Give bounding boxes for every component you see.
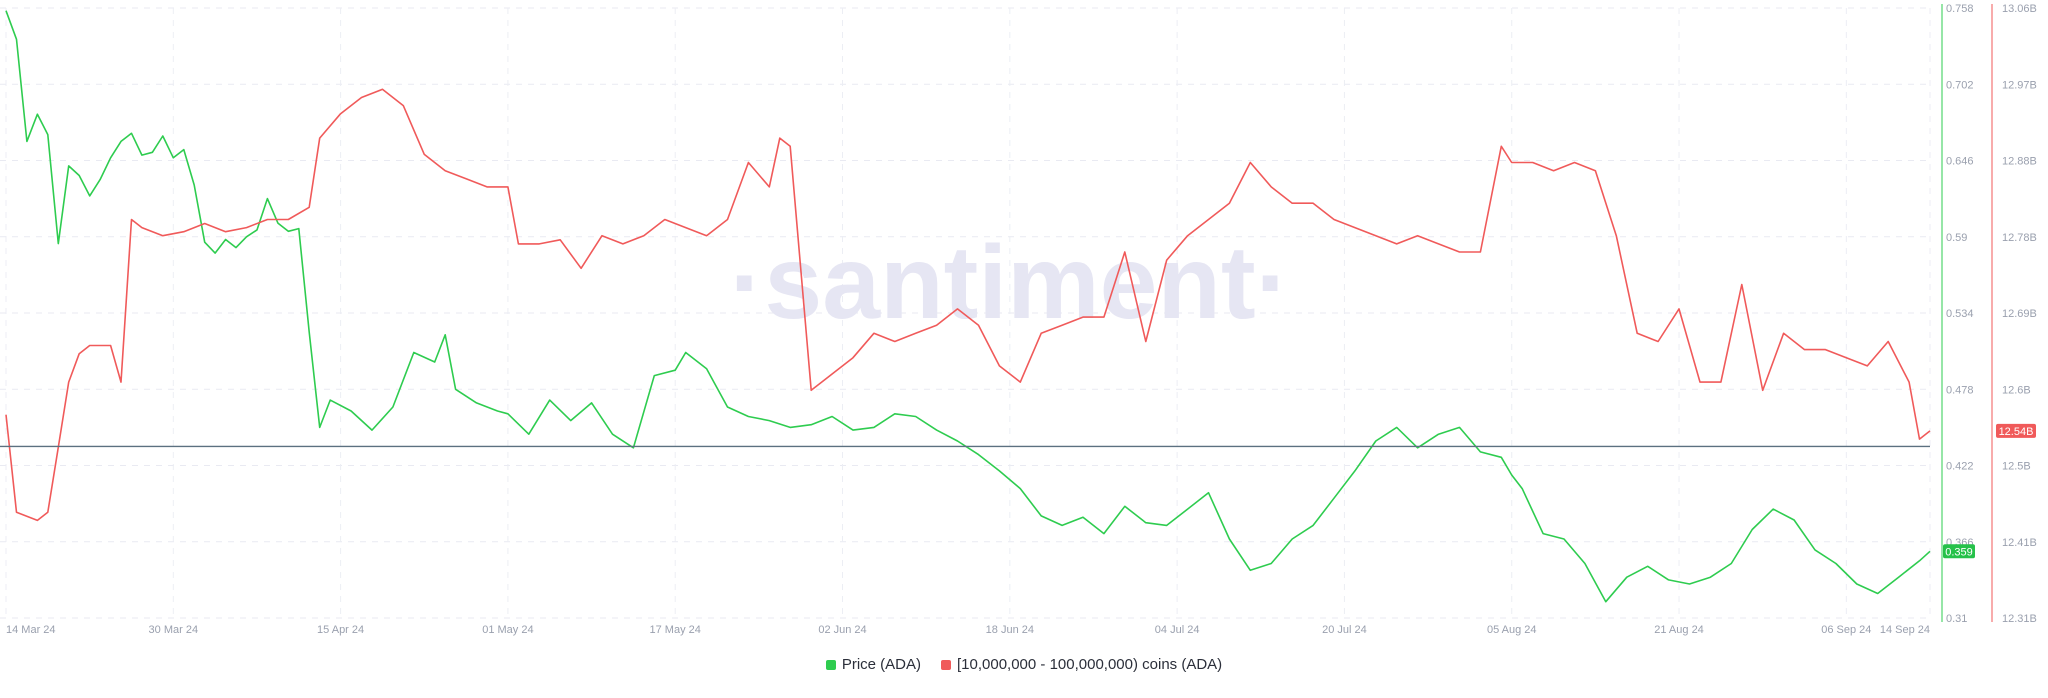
x-tick-label: 20 Jul 24 [1322, 624, 1367, 636]
legend-item-price[interactable]: Price (ADA) [825, 656, 921, 673]
price-last-value-label: 0.359 [1945, 546, 1973, 558]
y-tick-label-price: 0.478 [1946, 384, 1974, 396]
x-tick-label: 01 May 24 [482, 624, 533, 636]
y-tick-label-holdings: 12.78B [2002, 232, 2037, 244]
y-tick-label-holdings: 12.41B [2002, 537, 2037, 549]
y-tick-label-price: 0.422 [1946, 461, 1974, 473]
y-tick-label-price: 0.31 [1946, 613, 1967, 625]
x-tick-label: 17 May 24 [650, 624, 701, 636]
legend-swatch-holders [941, 659, 951, 670]
y-tick-label-holdings: 12.88B [2002, 156, 2037, 168]
x-tick-label: 14 Mar 24 [6, 624, 56, 636]
legend: Price (ADA) [10,000,000 - 100,000,000) c… [0, 656, 2048, 673]
y-tick-label-holdings: 12.69B [2002, 308, 2037, 320]
x-tick-label: 04 Jul 24 [1155, 624, 1200, 636]
x-tick-label: 06 Sep 24 [1821, 624, 1871, 636]
x-tick-label: 18 Jun 24 [986, 624, 1034, 636]
x-tick-label: 02 Jun 24 [818, 624, 866, 636]
holdings-last-value-label: 12.54B [1999, 426, 2034, 438]
y-tick-label-holdings: 13.06B [2002, 3, 2037, 15]
holdings-series-line [5, 88, 1931, 522]
y-tick-label-holdings: 12.97B [2002, 79, 2037, 91]
x-tick-label: 30 Mar 24 [149, 624, 199, 636]
watermark: ·santiment· [730, 225, 1290, 341]
legend-swatch-price [825, 659, 836, 670]
holdings-last-value-badge [1996, 423, 2036, 438]
y-tick-label-holdings: 12.31B [2002, 613, 2037, 625]
y-tick-label-price: 0.758 [1946, 3, 1974, 15]
y-tick-label-holdings: 12.6B [2002, 384, 2031, 396]
x-tick-label: 21 Aug 24 [1654, 624, 1704, 636]
x-tick-label: 14 Sep 24 [1880, 624, 1930, 636]
y-tick-label-price: 0.534 [1946, 308, 1974, 320]
legend-item-holders[interactable]: [10,000,000 - 100,000,000) coins (ADA) [941, 656, 1222, 673]
price-series-line [5, 10, 1931, 603]
x-tick-label: 05 Aug 24 [1487, 624, 1537, 636]
price-last-value-badge [1943, 544, 1975, 559]
y-tick-label-price: 0.702 [1946, 79, 1974, 91]
y-tick-label-holdings: 12.5B [2002, 461, 2031, 473]
legend-label-holders: [10,000,000 - 100,000,000) coins (ADA) [957, 656, 1223, 673]
legend-label-price: Price (ADA) [841, 656, 921, 673]
y-tick-label-price: 0.646 [1946, 156, 1974, 168]
x-tick-label: 15 Apr 24 [317, 624, 364, 636]
y-tick-label-price: 0.59 [1946, 232, 1967, 244]
